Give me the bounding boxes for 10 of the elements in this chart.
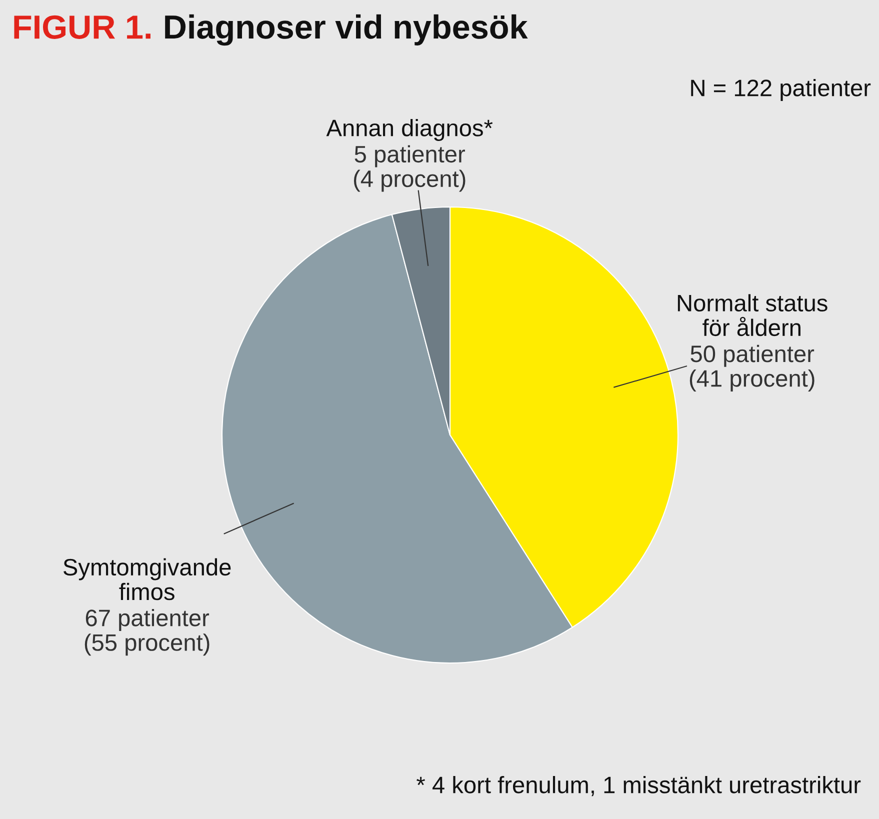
slice-label: Annan diagnos* <box>326 119 493 142</box>
text: N = 122 patienter <box>691 78 871 102</box>
data-label: 5 patienter (4 procent) <box>354 145 466 192</box>
slice-label: Normalt status för åldern <box>678 294 828 336</box>
data-label: 67 patienter (55 procent) <box>84 609 210 656</box>
chart-title: Diagnoser vid nybesök <box>165 14 528 46</box>
slice-label: Symtomgivande fimos <box>64 558 231 600</box>
text: FIGUR 1. <box>14 15 150 39</box>
data-label: 50 patienter (41 procent) <box>690 344 814 392</box>
text: * 4 kort frenulum, 1 misstänkt uretrastriktur <box>416 776 861 796</box>
